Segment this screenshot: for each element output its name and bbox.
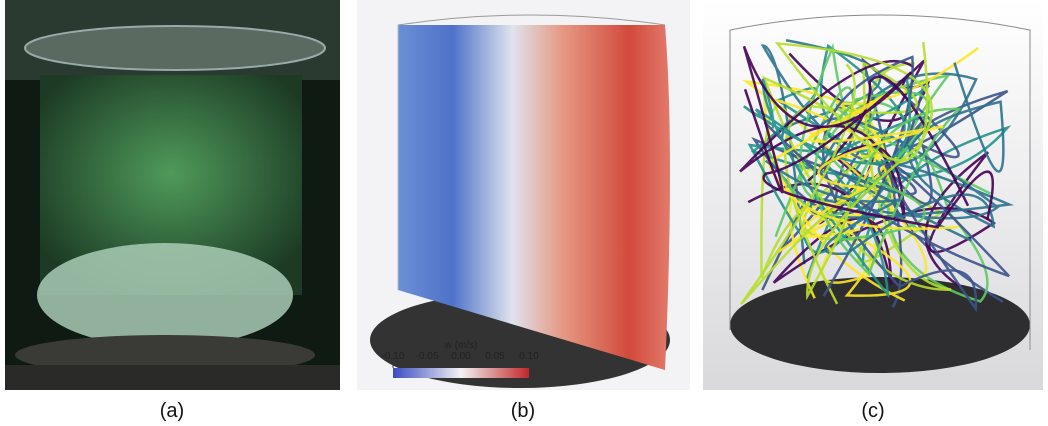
- colorbar-tick-label: 0.10: [519, 351, 539, 362]
- colorbar-tick-label: 0.00: [451, 351, 471, 362]
- colorbar-gradient: [393, 368, 529, 378]
- panel-label: (b): [511, 400, 535, 422]
- panel-label: (c): [861, 400, 884, 422]
- colorbar-tick-label: -0.05: [416, 351, 439, 362]
- colorbar-tick-label: -0.10: [382, 351, 405, 362]
- panel-b-render: [357, 0, 690, 390]
- panel-c-render: [703, 0, 1043, 390]
- panel-a-photo: [5, 0, 340, 390]
- figure: w (m/s) -0.10 -0.05 0.00 0.05 0.10 (a) (b) (…: [0, 0, 1048, 426]
- panel-label: (a): [160, 400, 184, 422]
- colorbar-title: w (m/s): [444, 340, 478, 351]
- colorbar-tick-label: 0.05: [485, 351, 505, 362]
